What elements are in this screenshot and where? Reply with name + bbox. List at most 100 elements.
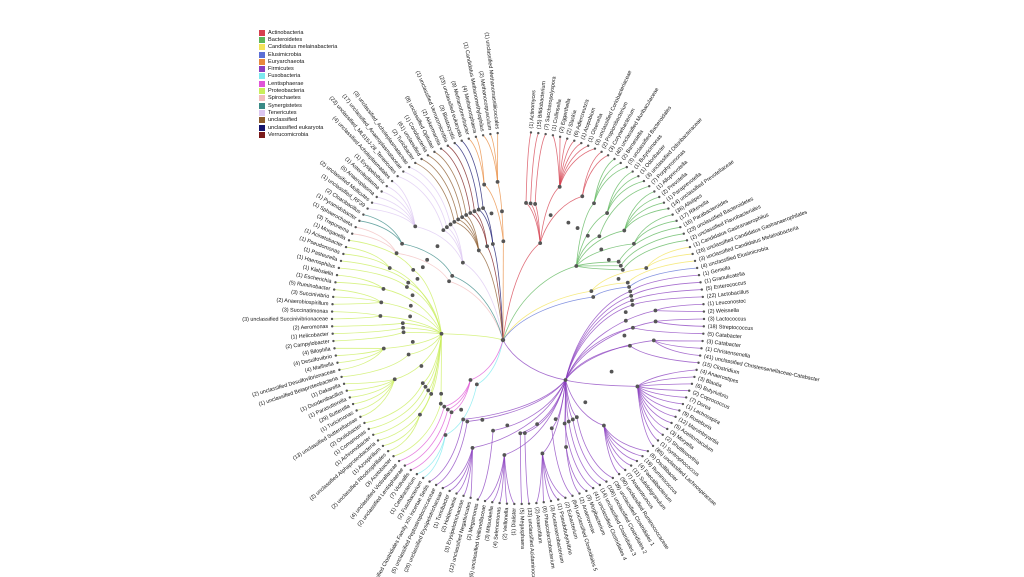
leaf-branch xyxy=(475,136,485,185)
leaf-node xyxy=(420,157,423,161)
leaf-branch xyxy=(637,386,668,430)
clade-node xyxy=(618,263,623,268)
leaf-node xyxy=(474,135,478,139)
leaf-branch xyxy=(388,414,421,452)
phylum-node xyxy=(485,244,489,249)
legend-label: Elusimicrobia xyxy=(268,51,302,58)
clade-node xyxy=(379,300,384,305)
internal-node xyxy=(439,391,444,396)
leaf-branch xyxy=(397,175,444,231)
internal-node xyxy=(408,314,413,319)
leaf-node xyxy=(366,207,369,210)
phylum-legend: Actinobacteria Bacteroidetes Candidatus me… xyxy=(259,29,337,138)
clade-branch xyxy=(565,340,654,381)
leaf-node xyxy=(671,213,674,216)
clade-branch xyxy=(403,327,442,335)
clade-node xyxy=(481,206,485,210)
clade-node xyxy=(522,431,527,436)
clade-node xyxy=(557,184,562,189)
leaf-branch xyxy=(628,267,698,288)
leaf-node xyxy=(332,288,336,291)
leaf-label: (5) Catabacter xyxy=(707,331,742,340)
leaf-node xyxy=(469,496,472,500)
leaf-node xyxy=(331,303,334,306)
leaf-node xyxy=(467,137,470,140)
clade-branch xyxy=(539,186,560,244)
leaf-branch xyxy=(629,345,699,364)
clade-node xyxy=(443,433,448,437)
leaf-branch xyxy=(603,425,638,462)
leaf-branch xyxy=(655,318,705,322)
leaf-branch xyxy=(530,132,539,204)
leaf-label: (3) Succinatimonas xyxy=(282,307,329,315)
leaf-label: (2) Veillonella xyxy=(502,508,510,541)
leaf-node xyxy=(337,266,341,270)
leaf-label: (1) Leuconostoc xyxy=(707,298,746,307)
clade-node xyxy=(597,234,602,239)
internal-node xyxy=(435,244,440,249)
legend-swatch xyxy=(259,95,265,102)
phylum-node xyxy=(439,331,444,336)
legend-swatch xyxy=(259,88,265,95)
leaf-node xyxy=(339,259,343,263)
leaf-node xyxy=(619,161,622,165)
leaf-node xyxy=(693,375,696,379)
leaf-node xyxy=(460,139,463,142)
leaf-node xyxy=(637,175,640,178)
leaf-node xyxy=(679,225,682,229)
leaf-node xyxy=(573,139,576,142)
clade-node xyxy=(413,224,418,229)
leaf-branch xyxy=(637,386,680,411)
clade-node xyxy=(616,259,621,264)
leaf-node xyxy=(666,427,669,431)
leaf-node xyxy=(520,502,523,506)
clade-node xyxy=(461,417,466,422)
leaf-node xyxy=(624,468,627,472)
leaf-branch xyxy=(340,260,409,283)
leaf-node xyxy=(426,154,430,157)
leaf-node xyxy=(331,332,334,335)
internal-node xyxy=(408,303,413,308)
leaf-branch xyxy=(645,246,691,269)
clade-branch xyxy=(403,331,442,335)
root-node xyxy=(500,337,506,343)
leaf-node xyxy=(367,427,370,431)
leaf-branch xyxy=(355,226,397,254)
clade-node xyxy=(423,384,428,389)
clade-node xyxy=(456,217,461,222)
clade-node xyxy=(566,419,571,424)
leaf-node xyxy=(333,347,336,350)
clade-node xyxy=(482,182,487,187)
internal-node xyxy=(616,276,621,281)
clade-branch xyxy=(576,265,623,271)
leaf-label: (2) Weissella xyxy=(708,308,739,315)
clade-node xyxy=(420,381,425,385)
internal-node xyxy=(548,213,553,218)
leaf-branch xyxy=(581,151,602,197)
leaf-node xyxy=(386,449,390,453)
legend-item: Proteobacteria xyxy=(259,87,337,95)
clade-branch xyxy=(591,282,628,292)
leaf-node xyxy=(332,295,335,299)
leaf-branch xyxy=(593,158,615,204)
leaf-branch xyxy=(382,414,421,447)
clade-node xyxy=(392,377,397,382)
clade-node xyxy=(438,401,443,406)
phylum-node xyxy=(589,289,594,293)
leaf-node xyxy=(342,252,345,256)
leaf-node xyxy=(448,489,451,493)
leaf-branch xyxy=(603,425,620,475)
leaf-branch xyxy=(404,409,449,466)
leaf-node xyxy=(372,433,375,437)
leaf-node xyxy=(434,483,438,487)
legend-item: unclassified xyxy=(259,117,337,124)
clade-branch xyxy=(402,243,453,277)
leaf-node xyxy=(688,245,692,249)
leaf-branch xyxy=(442,447,473,489)
leaf-node xyxy=(505,502,509,505)
clade-branch xyxy=(565,304,633,381)
leaf-branch xyxy=(622,239,688,271)
phylum-branch xyxy=(502,296,594,341)
leaf-node xyxy=(585,489,588,493)
leaf-node xyxy=(646,449,650,453)
